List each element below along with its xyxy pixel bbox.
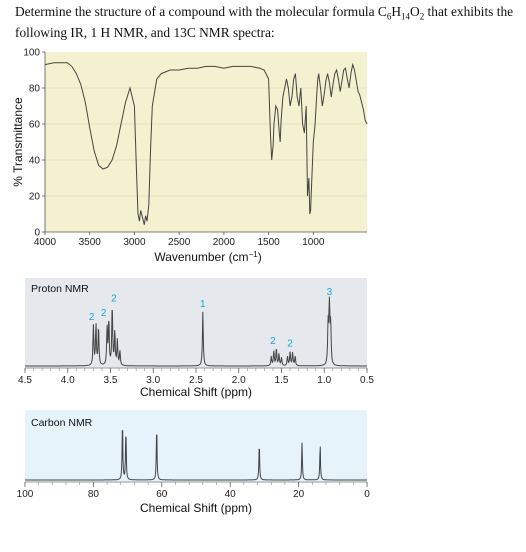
ir-spectrum: 0 20 40 60 80 100 4000 3500 3000 2500 2000 1500 1000… bbox=[11, 48, 368, 264]
ir-trace bbox=[44, 62, 368, 225]
integration-label: 2 bbox=[101, 308, 107, 319]
question-part2: that exhibits the following IR, 1 H NMR,… bbox=[15, 4, 514, 41]
ir-y-tick-label: 80 bbox=[29, 84, 41, 95]
integration-label: 2 bbox=[111, 294, 117, 305]
ir-y-tick-label: 40 bbox=[29, 156, 41, 167]
x-tick-label: 2.5 bbox=[189, 375, 203, 386]
ir-y-tick-label: 20 bbox=[29, 192, 41, 203]
x-tick-label: 3.5 bbox=[104, 375, 118, 386]
x-tick-label: 3.0 bbox=[146, 375, 160, 386]
ir-y-tick-label: 0 bbox=[34, 228, 40, 239]
question-text: Determine the structure of a compound wi… bbox=[15, 4, 515, 42]
carbon-nmr-spectrum: 100 80 60 40 20 0 Carbon NMR Chemical Shift (… bbox=[17, 410, 370, 515]
ir-x-tick-label: 3500 bbox=[79, 237, 102, 248]
x-tick-label: 60 bbox=[156, 489, 168, 500]
ir-x-tick-label: 2500 bbox=[168, 237, 191, 248]
formula-o-count: 2 bbox=[419, 11, 425, 22]
ir-x-tick-label: 4000 bbox=[34, 237, 57, 248]
formula-o: O bbox=[410, 4, 420, 19]
cnmr-plot-area bbox=[25, 410, 367, 482]
hnmr-title: Proton NMR bbox=[31, 283, 89, 295]
x-tick-label: 40 bbox=[225, 489, 237, 500]
x-tick-label: 1.0 bbox=[317, 375, 331, 386]
cnmr-trace bbox=[25, 430, 367, 481]
formula-c-count: 6 bbox=[386, 11, 392, 22]
x-tick-label: 2.0 bbox=[232, 375, 246, 386]
hnmr-trace bbox=[25, 296, 367, 367]
ir-plot-area bbox=[45, 52, 367, 232]
integration-label: 2 bbox=[270, 336, 276, 347]
x-tick-label: 100 bbox=[17, 489, 34, 500]
ir-x-axis-label: Wavenumber (cm−1) bbox=[154, 250, 261, 264]
ir-y-axis-label: % Transmittance bbox=[11, 97, 25, 187]
ir-x-tick-label: 1500 bbox=[257, 237, 280, 248]
integration-label: 2 bbox=[287, 338, 293, 349]
cnmr-x-axis-label: Chemical Shift (ppm) bbox=[140, 501, 252, 515]
integration-label: 2 bbox=[89, 312, 95, 323]
x-tick-label: 4.5 bbox=[18, 375, 32, 386]
ir-x-tick-label: 3000 bbox=[123, 237, 146, 248]
x-tick-label: 4.0 bbox=[61, 375, 75, 386]
ir-axes: 0 20 40 60 80 100 4000 3500 3000 2500 2000 1500 1000 bbox=[23, 48, 367, 248]
x-tick-label: 80 bbox=[88, 489, 100, 500]
x-tick-label: 1.5 bbox=[275, 375, 289, 386]
hnmr-plot-area bbox=[25, 278, 367, 368]
proton-nmr-spectrum: 4.5 4.0 3.5 3.0 2.5 2.0 1.5 1.0 0.5 2 22 12 23 Prot… bbox=[18, 278, 374, 399]
cnmr-title: Carbon NMR bbox=[31, 417, 93, 429]
x-tick-label: 0.5 bbox=[360, 375, 374, 386]
ir-y-tick-label: 100 bbox=[23, 48, 40, 59]
cnmr-ticks: 100 80 60 40 20 0 bbox=[17, 482, 370, 500]
formula-h: H bbox=[391, 4, 402, 19]
hnmr-ticks: 4.5 4.0 3.5 3.0 2.5 2.0 1.5 1.0 0.5 bbox=[18, 368, 374, 386]
integration-label: 3 bbox=[327, 287, 333, 298]
ir-y-tick-label: 60 bbox=[29, 120, 41, 131]
x-tick-label: 20 bbox=[293, 489, 305, 500]
x-tick-label: 0 bbox=[364, 489, 370, 500]
ir-x-tick-label: 1000 bbox=[302, 237, 325, 248]
formula-h-count: 14 bbox=[401, 11, 411, 22]
question-part1: Determine the structure of a compound wi… bbox=[15, 4, 387, 19]
ir-grid bbox=[45, 87, 367, 197]
hnmr-x-axis-label: Chemical Shift (ppm) bbox=[140, 385, 252, 399]
hnmr-integrations: 2 22 12 23 bbox=[89, 287, 333, 349]
ir-x-tick-label: 2000 bbox=[213, 237, 236, 248]
integration-label: 1 bbox=[200, 299, 206, 310]
